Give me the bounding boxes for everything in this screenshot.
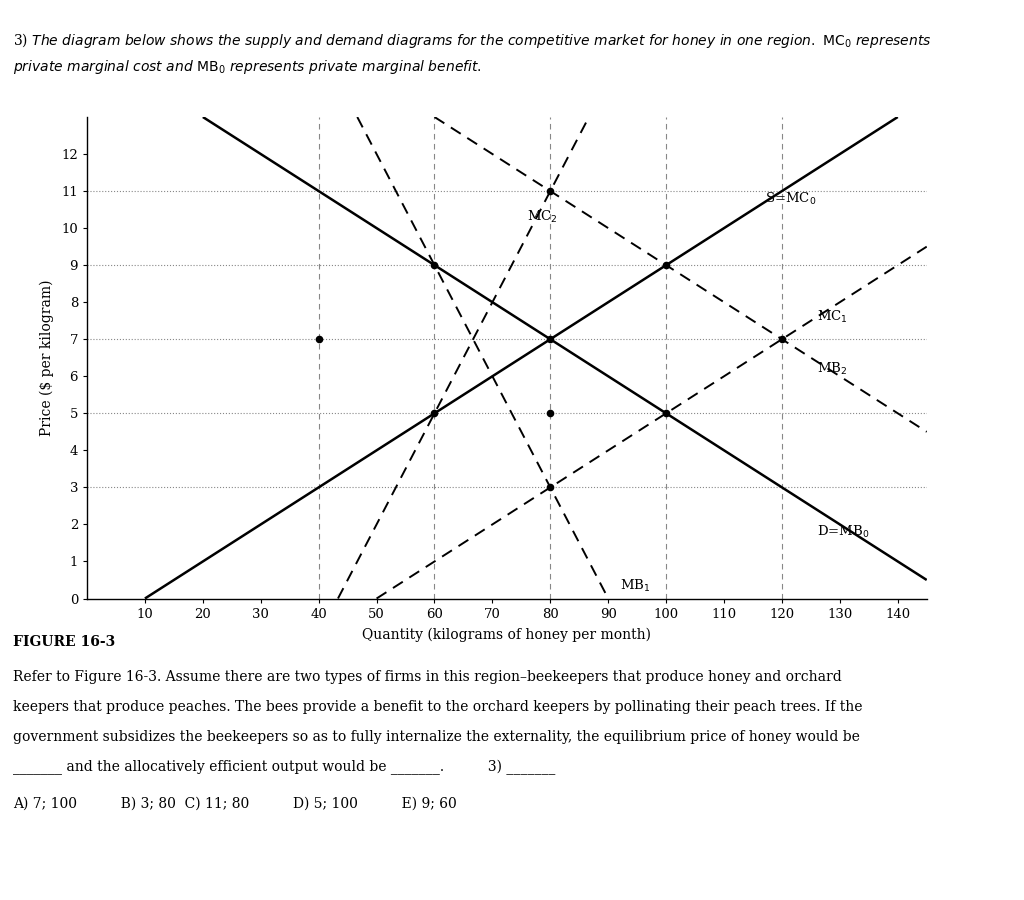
- Text: MB$_1$: MB$_1$: [620, 578, 650, 594]
- Text: MC$_2$: MC$_2$: [527, 209, 558, 225]
- X-axis label: Quantity (kilograms of honey per month): Quantity (kilograms of honey per month): [362, 627, 651, 642]
- Text: _______ and the allocatively efficient output would be _______.          3) ____: _______ and the allocatively efficient o…: [13, 760, 556, 775]
- Text: government subsidizes the beekeepers so as to fully internalize the externality,: government subsidizes the beekeepers so …: [13, 730, 860, 744]
- Text: 3) $\mathit{The\ diagram\ below\ shows\ the\ supply\ and\ demand\ diagrams\ for\: 3) $\mathit{The\ diagram\ below\ shows\ …: [13, 32, 932, 50]
- Text: $\mathit{private\ marginal\ cost\ and\ }\mathrm{MB_0}\ \mathit{represents\ priva: $\mathit{private\ marginal\ cost\ and\ }…: [13, 58, 482, 76]
- Text: MC$_1$: MC$_1$: [817, 309, 848, 325]
- Text: A) 7; 100          B) 3; 80  C) 11; 80          D) 5; 100          E) 9; 60: A) 7; 100 B) 3; 80 C) 11; 80 D) 5; 100 E…: [13, 796, 457, 811]
- Y-axis label: Price ($ per kilogram): Price ($ per kilogram): [40, 280, 54, 436]
- Text: D=MB$_0$: D=MB$_0$: [817, 524, 869, 540]
- Text: FIGURE 16-3: FIGURE 16-3: [13, 634, 116, 649]
- Text: MB$_2$: MB$_2$: [817, 361, 847, 377]
- Text: Refer to Figure 16-3. Assume there are two types of firms in this region–beekeep: Refer to Figure 16-3. Assume there are t…: [13, 670, 842, 685]
- Text: keepers that produce peaches. The bees provide a benefit to the orchard keepers : keepers that produce peaches. The bees p…: [13, 700, 863, 715]
- Text: S=MC$_0$: S=MC$_0$: [765, 191, 816, 206]
